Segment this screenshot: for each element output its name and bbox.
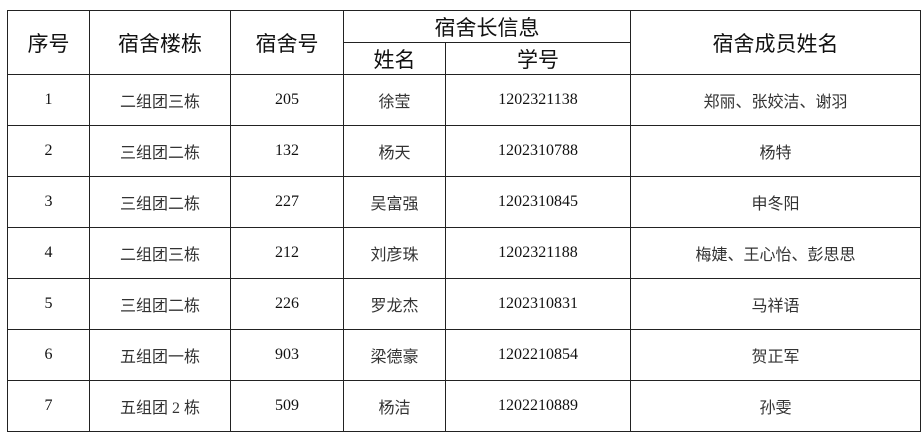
cell-index: 7 bbox=[7, 380, 90, 432]
table-row: 7 五组团 2 栋 509 杨洁 1202210889 孙雯 bbox=[7, 380, 921, 432]
cell-members: 杨特 bbox=[630, 125, 921, 177]
cell-leader-id: 1202310845 bbox=[445, 176, 631, 228]
cell-leader-id: 1202310788 bbox=[445, 125, 631, 177]
cell-building: 三组团二栋 bbox=[89, 176, 231, 228]
cell-leader-name: 刘彦珠 bbox=[343, 227, 446, 279]
cell-room: 226 bbox=[230, 278, 344, 330]
table-row: 5 三组团二栋 226 罗龙杰 1202310831 马祥语 bbox=[7, 278, 921, 330]
dormitory-table: 序号 宿舍楼栋 宿舍号 宿舍长信息 宿舍成员姓名 姓名 学号 1 二组团三栋 205… bbox=[7, 10, 921, 432]
cell-leader-id: 1202321188 bbox=[445, 227, 631, 279]
cell-index: 4 bbox=[7, 227, 90, 279]
table-row: 1 二组团三栋 205 徐莹 1202321138 郑丽、张姣洁、谢羽 bbox=[7, 74, 921, 126]
table-row: 3 三组团二栋 227 吴富强 1202310845 申冬阳 bbox=[7, 176, 921, 228]
cell-room: 205 bbox=[230, 74, 344, 126]
cell-index: 5 bbox=[7, 278, 90, 330]
table-row: 2 三组团二栋 132 杨天 1202310788 杨特 bbox=[7, 125, 921, 177]
cell-building: 二组团三栋 bbox=[89, 227, 231, 279]
header-leader-name: 姓名 bbox=[343, 42, 446, 75]
table-row: 4 二组团三栋 212 刘彦珠 1202321188 梅婕、王心怡、彭思思 bbox=[7, 227, 921, 279]
cell-leader-id: 1202210854 bbox=[445, 329, 631, 381]
cell-members: 申冬阳 bbox=[630, 176, 921, 228]
cell-building: 五组团一栋 bbox=[89, 329, 231, 381]
cell-leader-name: 吴富强 bbox=[343, 176, 446, 228]
cell-members: 贺正军 bbox=[630, 329, 921, 381]
cell-room: 132 bbox=[230, 125, 344, 177]
cell-building: 三组团二栋 bbox=[89, 125, 231, 177]
header-index: 序号 bbox=[7, 10, 90, 75]
cell-building: 五组团 2 栋 bbox=[89, 380, 231, 432]
cell-members: 郑丽、张姣洁、谢羽 bbox=[630, 74, 921, 126]
cell-members: 孙雯 bbox=[630, 380, 921, 432]
cell-members: 马祥语 bbox=[630, 278, 921, 330]
header-leader-info: 宿舍长信息 bbox=[343, 10, 631, 43]
cell-building: 三组团二栋 bbox=[89, 278, 231, 330]
cell-leader-id: 1202321138 bbox=[445, 74, 631, 126]
cell-leader-name: 徐莹 bbox=[343, 74, 446, 126]
cell-building: 二组团三栋 bbox=[89, 74, 231, 126]
cell-index: 1 bbox=[7, 74, 90, 126]
header-building: 宿舍楼栋 bbox=[89, 10, 231, 75]
cell-index: 3 bbox=[7, 176, 90, 228]
cell-room: 903 bbox=[230, 329, 344, 381]
header-members: 宿舍成员姓名 bbox=[630, 10, 921, 75]
table-row: 6 五组团一栋 903 梁德豪 1202210854 贺正军 bbox=[7, 329, 921, 381]
cell-index: 2 bbox=[7, 125, 90, 177]
header-leader-id: 学号 bbox=[445, 42, 631, 75]
header-room: 宿舍号 bbox=[230, 10, 344, 75]
cell-leader-id: 1202210889 bbox=[445, 380, 631, 432]
cell-room: 227 bbox=[230, 176, 344, 228]
cell-leader-name: 梁德豪 bbox=[343, 329, 446, 381]
table-body: 1 二组团三栋 205 徐莹 1202321138 郑丽、张姣洁、谢羽 2 三组团二栋 132 杨… bbox=[7, 74, 921, 432]
cell-index: 6 bbox=[7, 329, 90, 381]
cell-leader-name: 杨洁 bbox=[343, 380, 446, 432]
cell-members: 梅婕、王心怡、彭思思 bbox=[630, 227, 921, 279]
cell-leader-id: 1202310831 bbox=[445, 278, 631, 330]
cell-room: 509 bbox=[230, 380, 344, 432]
cell-leader-name: 罗龙杰 bbox=[343, 278, 446, 330]
cell-leader-name: 杨天 bbox=[343, 125, 446, 177]
cell-room: 212 bbox=[230, 227, 344, 279]
